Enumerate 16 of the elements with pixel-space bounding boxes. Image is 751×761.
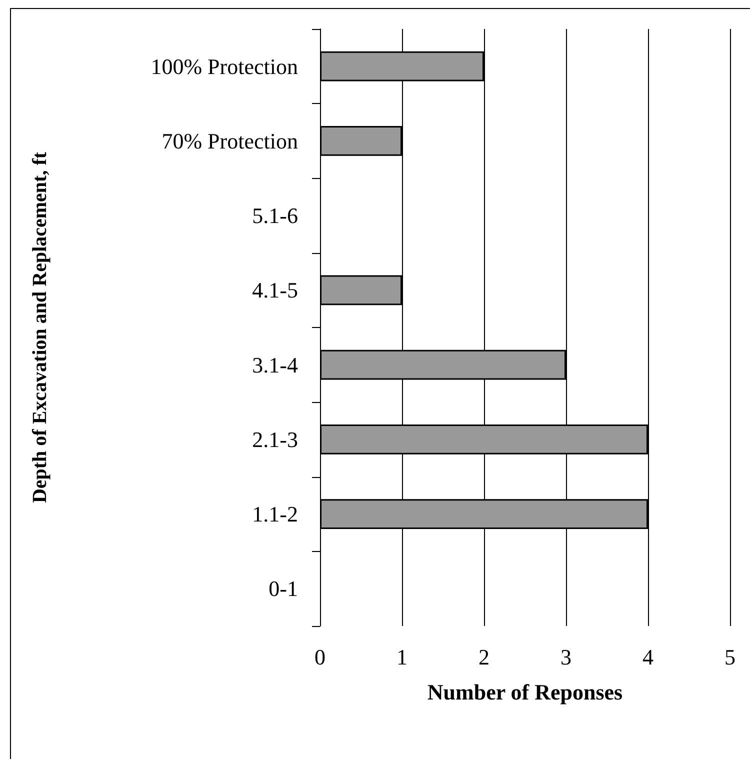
x-tick-label: 5 (724, 644, 736, 670)
x-tick-label: 4 (642, 644, 654, 670)
x-tick-label: 0 (314, 644, 326, 670)
y-tick-label: 70% Protection (162, 128, 298, 154)
x-tick-label: 2 (478, 644, 490, 670)
x-tick-label: 1 (396, 644, 408, 670)
x-tick-label: 3 (560, 644, 572, 670)
y-tick-label: 5.1-6 (252, 203, 298, 228)
y-tick-label: 2.1-3 (252, 426, 298, 452)
y-tick-label: 4.1-5 (252, 278, 298, 303)
y-tick-label: 100% Protection (150, 54, 298, 79)
y-tick-label: 1.1-2 (252, 502, 298, 527)
y-tick-label: 3.1-4 (252, 352, 298, 378)
y-tick-label: 0-1 (268, 576, 298, 602)
x-axis-title: Number of Reponses (427, 680, 624, 704)
y-axis-title: Depth of Excavation and Replacement, ft (29, 152, 51, 504)
